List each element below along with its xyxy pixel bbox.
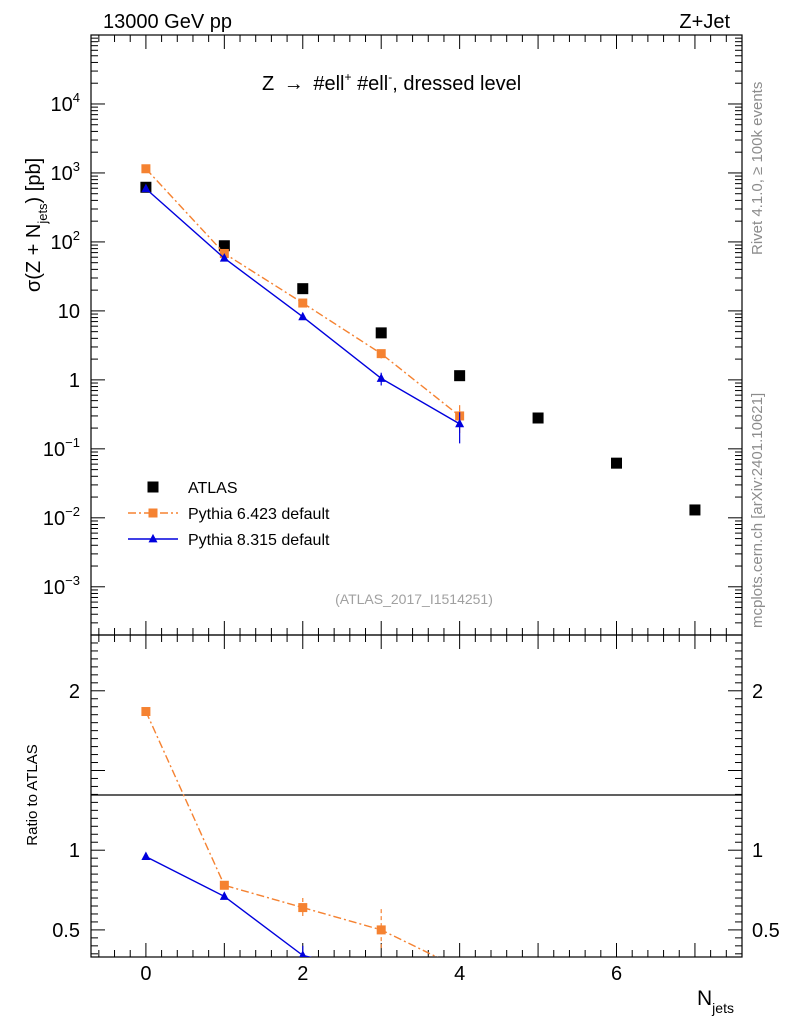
legend: ATLAS Pythia 6.423 default Pythia 8.315 de… bbox=[128, 480, 330, 549]
legend-marker-atlas bbox=[147, 481, 159, 493]
ratio-axis-ticks: 0 2 4 6 0.5 0.5 1 1 2 2 bbox=[52, 634, 780, 985]
y-tick-label: 102 bbox=[51, 228, 80, 254]
pythia-6-423-default-ratio-point bbox=[376, 925, 386, 935]
rivet-label: Rivet 4.1.0, ≥ 100k events bbox=[749, 82, 766, 255]
pythia-8-315-default-ratio-point bbox=[377, 969, 386, 978]
atlas-point bbox=[375, 327, 387, 339]
pythia-6-423-default-point bbox=[141, 164, 151, 174]
y-tick-label: 10 bbox=[58, 301, 80, 323]
atlas-point bbox=[454, 370, 466, 382]
y-tick-label: 10−3 bbox=[43, 573, 80, 599]
header-left-label: 13000 GeV pp bbox=[103, 11, 232, 33]
main-axis-ticks: 10−3 10−2 10−1 1 10 102 103 104 bbox=[43, 34, 743, 636]
chart-title: Z → #ell+ #ell-, dressed level bbox=[262, 70, 521, 95]
pythia-8-315-default-point bbox=[298, 311, 308, 321]
x-axis-label: Njets bbox=[697, 987, 734, 1016]
pythia-8-315-default-point bbox=[219, 253, 229, 262]
pythia-6-423-default-point bbox=[376, 349, 386, 359]
y-tick-label: 104 bbox=[51, 90, 80, 116]
y-tick-label: 103 bbox=[51, 159, 80, 185]
pythia-8-315-default-ratio-point bbox=[219, 891, 229, 900]
ratio-series-layer bbox=[141, 707, 439, 978]
ratio-tick-label-right: 2 bbox=[752, 681, 763, 703]
legend-marker-pythia-6-423-default bbox=[148, 508, 158, 518]
ratio-plot-frame bbox=[90, 634, 743, 958]
ratio-tick-label-left: 0.5 bbox=[52, 920, 80, 942]
legend-label-atlas: ATLAS bbox=[188, 480, 238, 497]
header-right-label: Z+Jet bbox=[679, 11, 730, 33]
ratio-tick-label-right: 1 bbox=[752, 840, 763, 862]
atlas-point bbox=[611, 457, 623, 469]
y-axis-label: σ(Z + Njets) [pb] bbox=[23, 158, 50, 292]
pythia-8-315-default-point bbox=[141, 183, 151, 193]
atlas-point bbox=[297, 283, 309, 295]
ratio-tick-label-right: 0.5 bbox=[752, 920, 780, 942]
pythia-6-423-default-point bbox=[298, 298, 308, 308]
pythia-8-315-default-point bbox=[455, 418, 465, 428]
legend-label-pythia-8-315-default: Pythia 8.315 default bbox=[188, 532, 330, 549]
analysis-watermark: (ATLAS_2017_I1514251) bbox=[335, 591, 493, 607]
pythia-8-315-default-point bbox=[376, 373, 386, 382]
pythia-6-423-default-ratio-point bbox=[298, 903, 308, 913]
mcplots-label: mcplots.cern.ch [arXiv:2401.10621] bbox=[749, 393, 766, 628]
y-tick-label: 10−2 bbox=[43, 504, 80, 530]
pythia-6-423-default-ratio-point bbox=[219, 880, 229, 890]
x-tick-label: 2 bbox=[297, 963, 308, 985]
atlas-point bbox=[218, 240, 230, 252]
ratio-y-axis-label: Ratio to ATLAS bbox=[24, 744, 41, 845]
x-tick-label: 0 bbox=[140, 963, 151, 985]
pythia-8-315-default-ratio-line bbox=[145, 855, 313, 957]
x-tick-label: 6 bbox=[611, 963, 622, 985]
atlas-point bbox=[532, 412, 544, 424]
x-tick-label: 4 bbox=[454, 963, 465, 985]
y-tick-label: 10−1 bbox=[43, 435, 80, 461]
pythia-6-423-default-ratio-line bbox=[145, 711, 439, 957]
main-series-layer bbox=[140, 164, 701, 516]
legend-label-pythia-6-423-default: Pythia 6.423 default bbox=[188, 506, 330, 523]
atlas-point bbox=[689, 504, 701, 516]
pythia-8-315-default-ratio-point bbox=[299, 950, 307, 957]
ratio-tick-label-left: 2 bbox=[69, 681, 80, 703]
legend-marker-pythia-8-315-default bbox=[148, 533, 158, 543]
pythia-6-423-default-ratio-point bbox=[141, 707, 151, 717]
y-tick-label: 1 bbox=[69, 370, 80, 392]
ratio-tick-label-left: 1 bbox=[69, 840, 80, 862]
pythia-8-315-default-ratio-point bbox=[141, 851, 151, 860]
